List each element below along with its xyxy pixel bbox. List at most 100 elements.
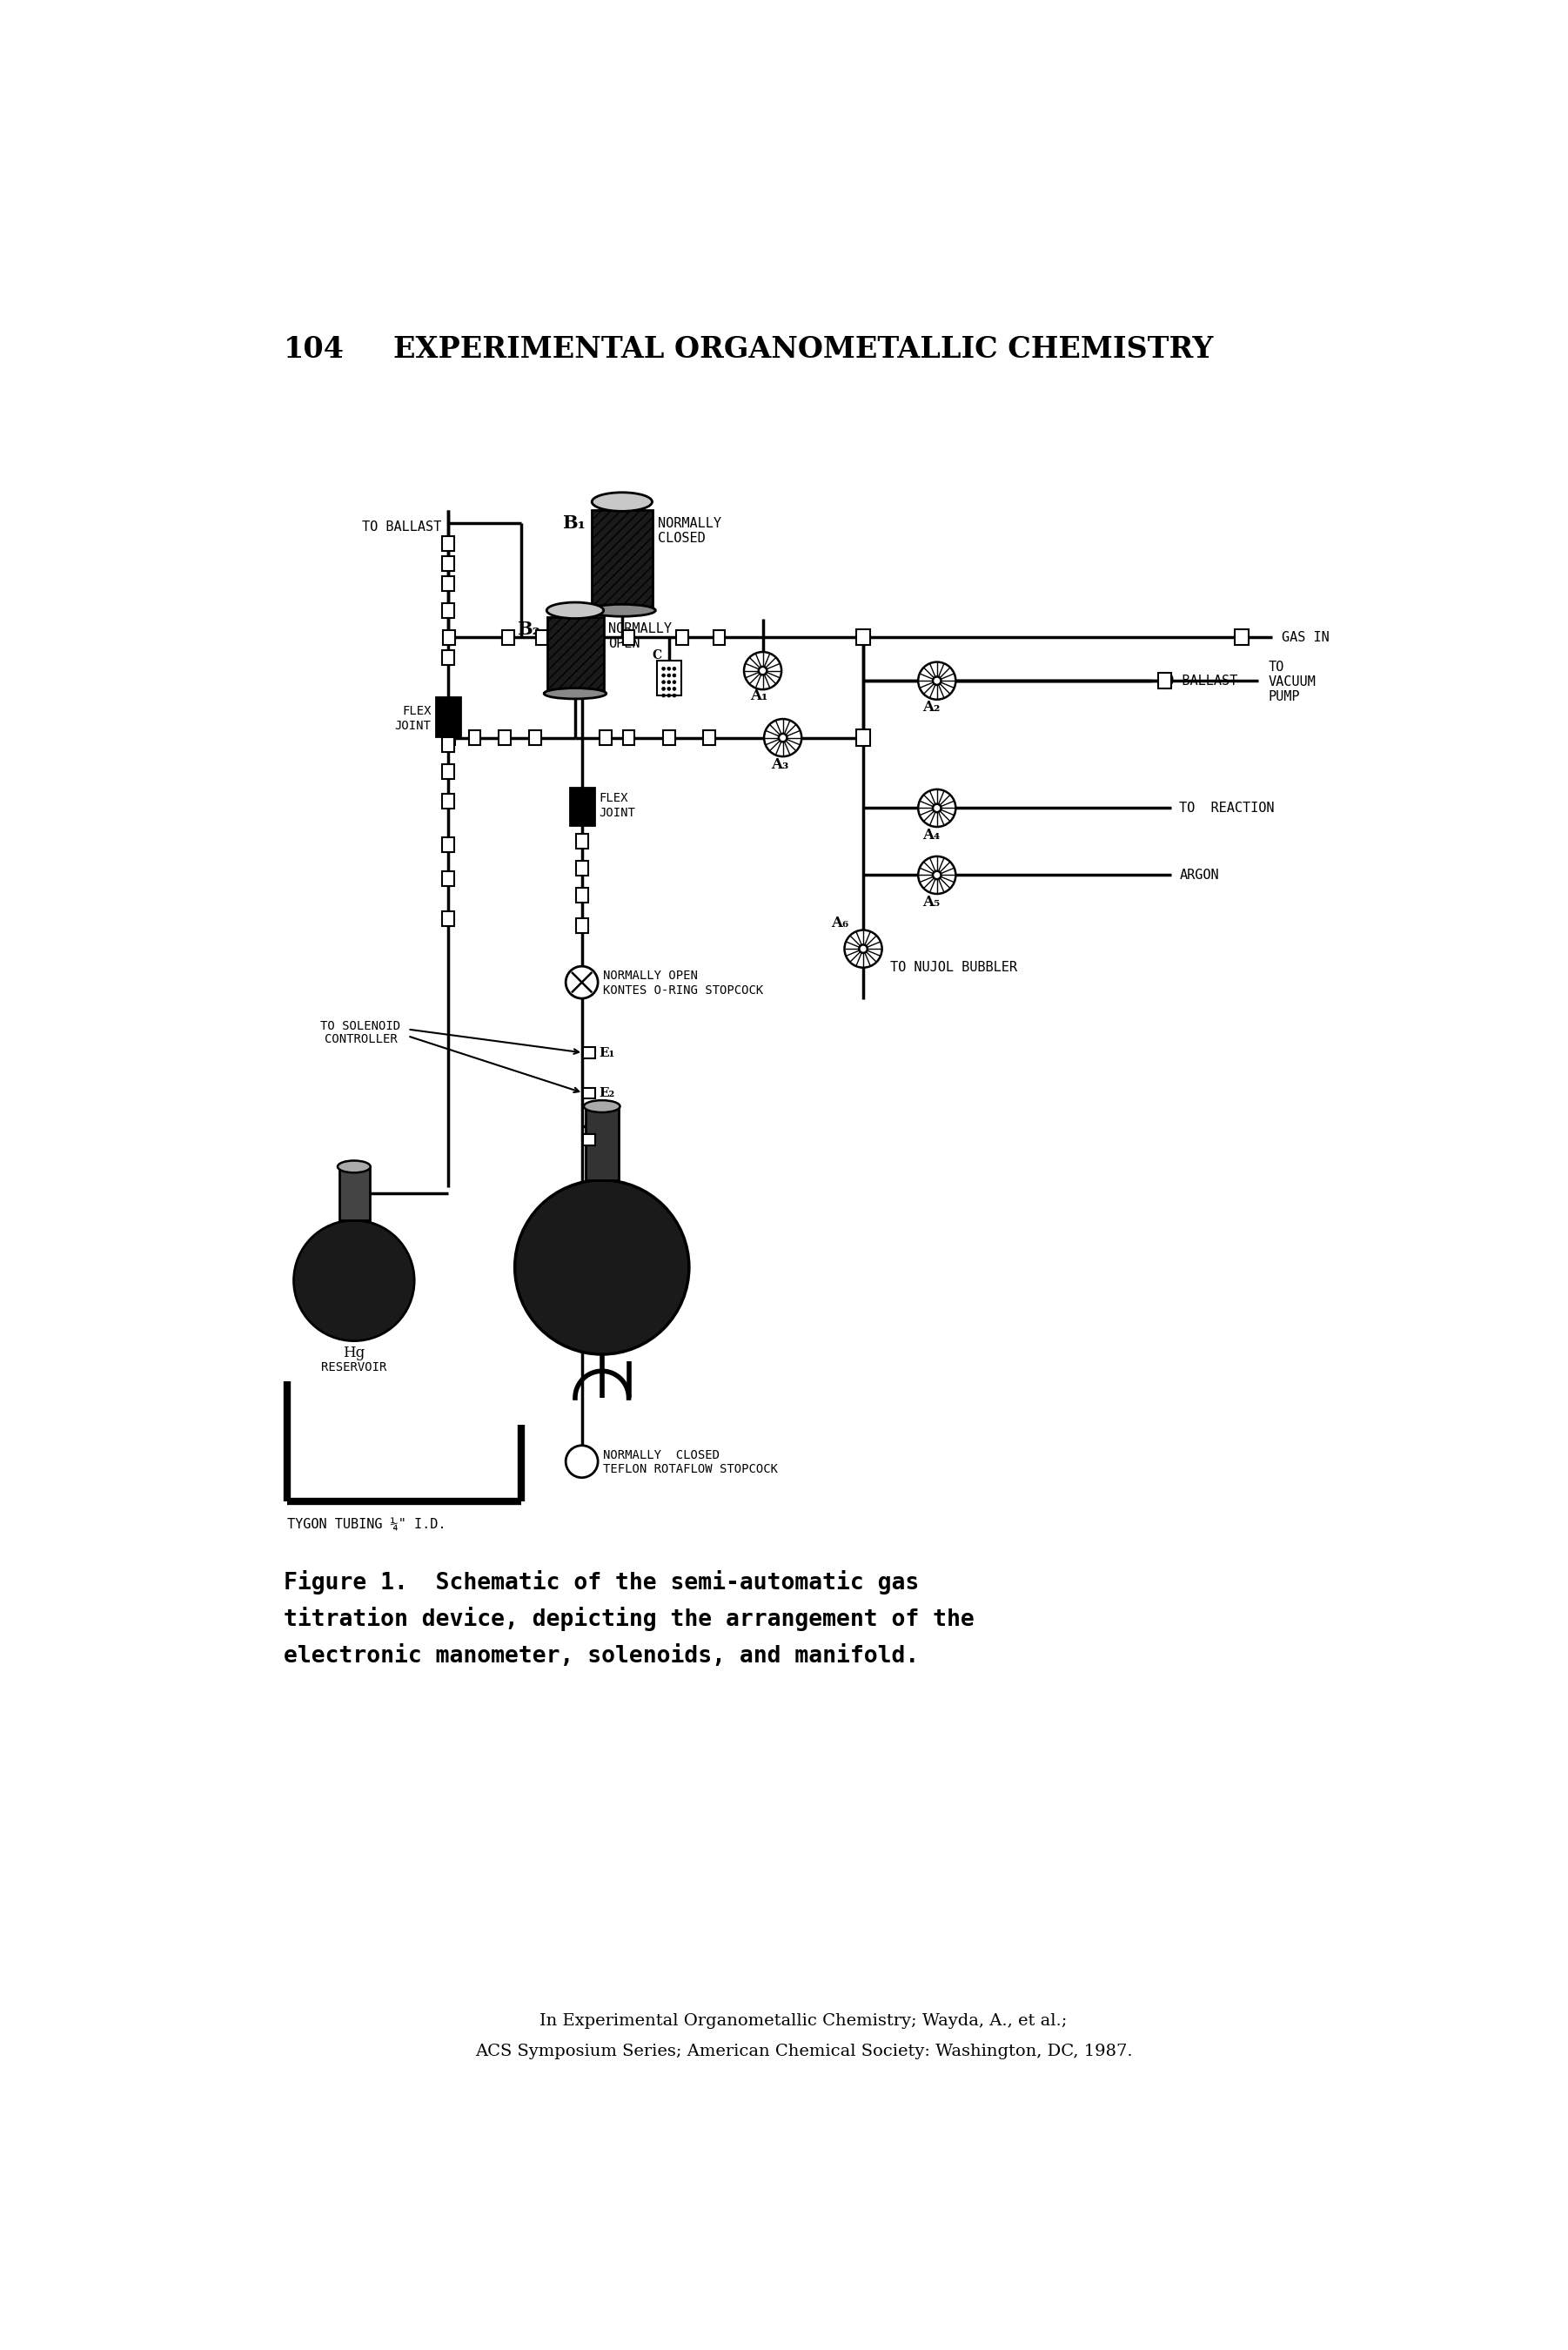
Circle shape (919, 663, 955, 700)
Text: TYGON TUBING ¼" I.D.: TYGON TUBING ¼" I.D. (287, 1518, 445, 1532)
Bar (528, 731, 541, 745)
Bar (676, 630, 688, 644)
Bar (442, 604, 453, 618)
Text: NORMALLY  CLOSED: NORMALLY CLOSED (604, 1448, 720, 1462)
Bar (442, 912, 453, 926)
Text: RESERVOIR: RESERVOIR (321, 1361, 387, 1375)
Text: ACS Symposium Series; American Chemical Society: Washington, DC, 1987.: ACS Symposium Series; American Chemical … (475, 2044, 1132, 2059)
Text: VACUUM: VACUUM (1269, 674, 1316, 689)
Text: A₅: A₅ (922, 895, 941, 909)
Circle shape (662, 674, 665, 677)
Bar (622, 731, 635, 745)
Text: JOINT: JOINT (395, 719, 431, 731)
Bar (663, 731, 674, 745)
Text: A₂: A₂ (922, 700, 941, 714)
Bar (499, 731, 511, 745)
Bar (436, 698, 459, 736)
Text: TEFLON ROTAFLOW STOPCOCK: TEFLON ROTAFLOW STOPCOCK (604, 1464, 778, 1476)
Bar (599, 731, 612, 745)
Bar (502, 630, 514, 644)
Text: TO NUJOL BUBBLER: TO NUJOL BUBBLER (891, 961, 1018, 975)
Text: TO BALLAST: TO BALLAST (1159, 674, 1237, 686)
Text: TO  REACTION: TO REACTION (1179, 801, 1275, 815)
Circle shape (668, 686, 671, 691)
Text: NORMALLY: NORMALLY (608, 623, 673, 637)
Circle shape (673, 667, 676, 670)
Circle shape (673, 682, 676, 684)
Text: EXPERIMENTAL ORGANOMETALLIC CHEMISTRY: EXPERIMENTAL ORGANOMETALLIC CHEMISTRY (394, 334, 1214, 364)
Circle shape (668, 674, 671, 677)
Circle shape (662, 693, 665, 698)
Circle shape (668, 693, 671, 698)
Bar (442, 651, 453, 665)
Ellipse shape (591, 494, 652, 512)
Bar (442, 764, 453, 778)
Text: 104: 104 (284, 334, 345, 364)
Circle shape (662, 686, 665, 691)
Bar (536, 630, 547, 644)
Text: ARGON: ARGON (1179, 870, 1220, 881)
Circle shape (668, 682, 671, 684)
Bar (1159, 672, 1171, 689)
Text: A₆: A₆ (831, 916, 848, 931)
Bar (442, 794, 453, 808)
Bar (622, 630, 635, 644)
Circle shape (919, 790, 955, 827)
Text: TO BALLAST: TO BALLAST (362, 519, 441, 533)
Text: Figure 1.  Schematic of the semi-automatic gas: Figure 1. Schematic of the semi-automati… (284, 1570, 919, 1593)
Text: Hg: Hg (343, 1347, 365, 1361)
Bar (442, 536, 453, 550)
Text: electronic manometer, solenoids, and manifold.: electronic manometer, solenoids, and man… (284, 1645, 919, 1666)
Bar (702, 731, 715, 745)
Bar (591, 510, 652, 606)
Bar (585, 1107, 619, 1180)
Ellipse shape (544, 689, 607, 698)
Text: B₂: B₂ (517, 620, 541, 637)
Bar (442, 557, 453, 571)
Circle shape (673, 674, 676, 677)
Bar (569, 787, 594, 825)
Circle shape (779, 733, 787, 743)
Text: E₃: E₃ (599, 1133, 615, 1147)
Circle shape (933, 872, 941, 879)
Text: CLOSED: CLOSED (657, 531, 706, 545)
Text: PUMP: PUMP (1269, 691, 1300, 703)
Text: TO: TO (1269, 660, 1284, 674)
Text: A₄: A₄ (922, 827, 941, 841)
Text: FLEX: FLEX (401, 705, 431, 717)
Text: E₁: E₁ (599, 1046, 615, 1060)
Circle shape (662, 667, 665, 670)
Bar (583, 1088, 596, 1097)
Text: NORMALLY: NORMALLY (657, 517, 721, 529)
Text: GAS IN: GAS IN (1283, 630, 1330, 644)
Bar (856, 630, 870, 646)
Bar (442, 576, 453, 590)
Bar (442, 738, 453, 752)
Text: B₁: B₁ (561, 515, 585, 531)
Circle shape (566, 966, 597, 999)
Text: A₃: A₃ (770, 757, 789, 771)
Bar (444, 731, 455, 745)
Circle shape (293, 1220, 414, 1342)
Circle shape (673, 686, 676, 691)
Bar (444, 630, 455, 644)
Bar (575, 834, 588, 848)
Circle shape (859, 945, 867, 954)
Text: FLEX: FLEX (599, 792, 627, 804)
Circle shape (668, 667, 671, 670)
Circle shape (673, 693, 676, 698)
Bar (442, 837, 453, 853)
Text: In Experimental Organometallic Chemistry; Wayda, A., et al.;: In Experimental Organometallic Chemistry… (539, 2014, 1068, 2028)
Bar (713, 630, 726, 644)
Circle shape (919, 855, 955, 893)
Bar (856, 731, 870, 745)
Text: KONTES O-RING STOPCOCK: KONTES O-RING STOPCOCK (604, 985, 764, 996)
Circle shape (759, 667, 767, 674)
Circle shape (514, 1180, 688, 1354)
Bar (469, 731, 481, 745)
Bar (547, 618, 604, 691)
Text: TO SOLENOID: TO SOLENOID (320, 1020, 401, 1032)
Ellipse shape (337, 1161, 370, 1173)
Circle shape (662, 682, 665, 684)
Text: E₂: E₂ (599, 1086, 615, 1100)
